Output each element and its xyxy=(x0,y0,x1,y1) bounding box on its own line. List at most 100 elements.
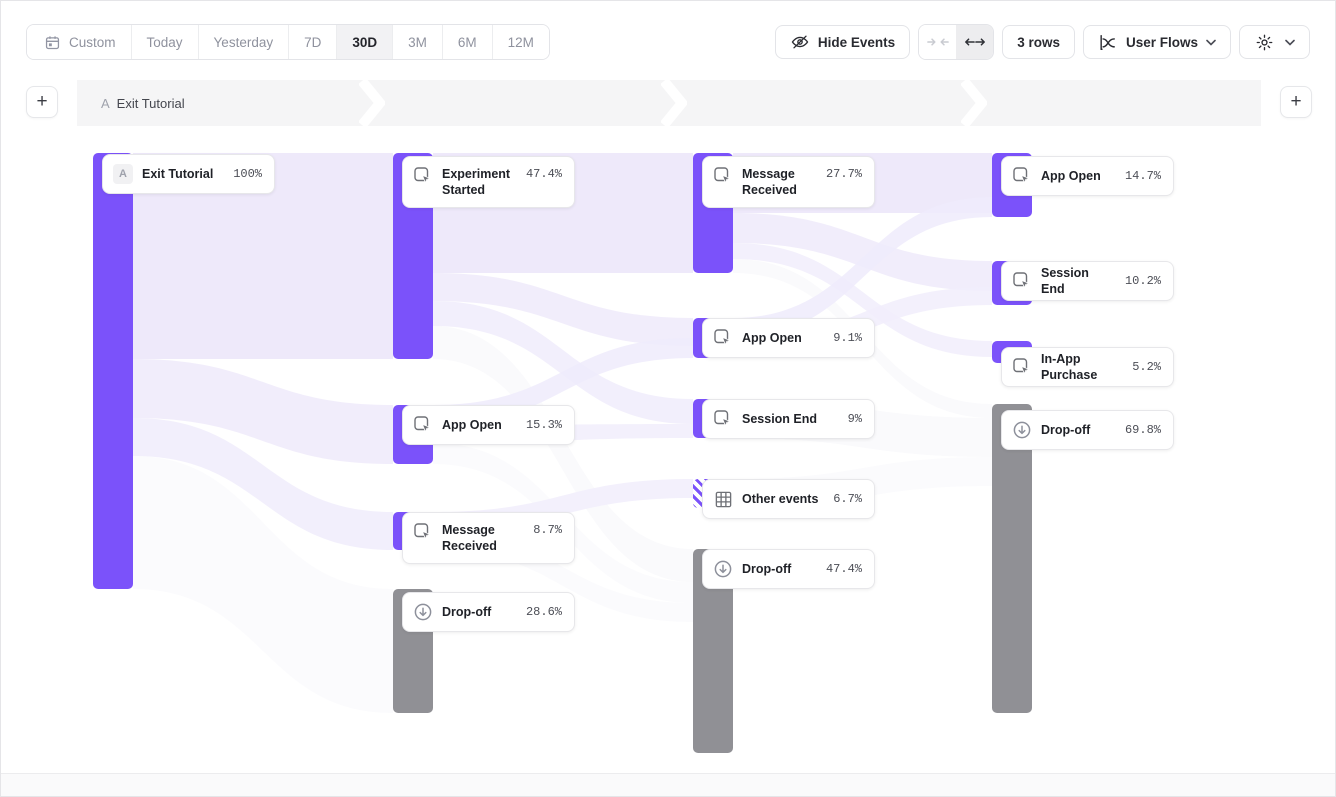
node-label: In-App Purchase xyxy=(1041,352,1098,382)
node-percentage: 47.4% xyxy=(825,562,862,576)
event-icon xyxy=(713,409,733,429)
node-percentage: 100% xyxy=(233,167,262,181)
event-icon xyxy=(413,166,433,186)
node-label: App Open xyxy=(742,331,802,345)
step-prefix: A xyxy=(101,95,110,111)
step-separator-chevron xyxy=(359,80,385,126)
step-separator-chevron xyxy=(661,80,687,126)
expand-columns-button[interactable] xyxy=(956,25,994,59)
add-step-left-button[interactable]: + xyxy=(26,86,58,118)
rows-button[interactable]: 3 rows xyxy=(1002,25,1075,59)
gear-icon xyxy=(1254,32,1274,52)
node-label: Drop-off xyxy=(1041,423,1091,437)
node-percentage: 27.7% xyxy=(825,167,862,181)
node-percentage: 6.7% xyxy=(833,492,862,506)
collapse-columns-button[interactable] xyxy=(919,25,957,59)
node-bar-drop-off-4[interactable] xyxy=(992,404,1032,713)
node-label: App Open xyxy=(442,418,502,432)
step-title: Exit Tutorial xyxy=(116,95,185,111)
date-range-group: Custom Today Yesterday 7D 30D 3M 6M 12M xyxy=(26,24,550,60)
node-percentage: 10.2% xyxy=(1124,274,1161,288)
node-card-app-open-3[interactable]: App Open 9.1% xyxy=(702,318,875,358)
event-icon xyxy=(1012,166,1032,186)
event-icon xyxy=(713,166,733,186)
date-range-12m[interactable]: 12M xyxy=(491,25,549,59)
event-icon xyxy=(413,415,433,435)
node-percentage: 69.8% xyxy=(1124,423,1161,437)
node-percentage: 47.4% xyxy=(525,167,562,181)
view-type-label: User Flows xyxy=(1125,34,1198,50)
node-card-drop-off-3[interactable]: Drop-off 47.4% xyxy=(702,549,875,589)
date-range-30d[interactable]: 30D xyxy=(336,25,393,59)
date-range-today[interactable]: Today xyxy=(130,25,198,59)
hide-events-label: Hide Events xyxy=(817,34,896,50)
node-label: Session End xyxy=(1041,266,1089,296)
arrows-inward-icon xyxy=(926,38,949,46)
settings-dropdown[interactable] xyxy=(1239,25,1310,59)
node-card-app-open-2[interactable]: App Open 15.3% xyxy=(402,405,575,445)
footer-strip xyxy=(1,773,1335,796)
date-range-label: Custom xyxy=(69,34,116,50)
node-percentage: 9% xyxy=(847,412,862,426)
rows-label: 3 rows xyxy=(1017,34,1060,50)
add-step-right-button[interactable]: + xyxy=(1280,86,1312,118)
node-card-app-open-4[interactable]: App Open 14.7% xyxy=(1001,156,1174,196)
node-card-drop-off-4[interactable]: Drop-off 69.8% xyxy=(1001,410,1174,450)
node-percentage: 9.1% xyxy=(833,331,862,345)
node-label: Message Received xyxy=(442,523,497,553)
arrows-outward-icon xyxy=(964,38,985,46)
view-type-dropdown[interactable]: User Flows xyxy=(1082,25,1231,59)
node-card-in-app-purchase-4[interactable]: In-App Purchase 5.2% xyxy=(1001,347,1174,387)
node-card-exit-tutorial[interactable]: A Exit Tutorial 100% xyxy=(102,154,275,194)
date-range-7d[interactable]: 7D xyxy=(288,25,337,59)
node-card-session-end-3[interactable]: Session End 9% xyxy=(702,399,875,439)
event-icon xyxy=(1012,271,1032,291)
toolbar: Custom Today Yesterday 7D 30D 3M 6M 12M … xyxy=(26,24,1310,60)
node-bar-exit-tutorial[interactable] xyxy=(93,153,133,589)
event-icon xyxy=(1012,357,1032,377)
node-label: Experiment Started xyxy=(442,167,511,197)
user-flows-icon xyxy=(1098,32,1118,52)
event-icon xyxy=(413,522,433,542)
chevron-down-icon xyxy=(1285,39,1295,46)
eye-off-icon xyxy=(790,32,810,52)
node-percentage: 8.7% xyxy=(533,523,562,537)
event-badge-a: A xyxy=(113,164,133,184)
event-icon xyxy=(713,328,733,348)
node-label: Other events xyxy=(742,492,819,506)
drop-off-icon xyxy=(1012,420,1032,440)
date-range-3m[interactable]: 3M xyxy=(392,25,442,59)
node-label: Message Received xyxy=(742,167,797,197)
toolbar-right: Hide Events 3 rows xyxy=(774,24,1310,60)
node-label: Drop-off xyxy=(442,605,492,619)
sankey-canvas: A Exit Tutorial 100% Experiment Started … xyxy=(1,126,1336,776)
node-label: App Open xyxy=(1041,169,1101,183)
sankey-ribbons xyxy=(133,153,992,713)
collapse-expand-toggle xyxy=(918,24,995,60)
node-label: Exit Tutorial xyxy=(142,167,214,181)
node-card-session-end-4[interactable]: Session End 10.2% xyxy=(1001,261,1174,301)
node-label: Drop-off xyxy=(742,562,792,576)
drop-off-icon xyxy=(413,602,433,622)
node-percentage: 15.3% xyxy=(525,418,562,432)
date-range-6m[interactable]: 6M xyxy=(441,25,492,59)
grid-icon xyxy=(713,489,733,509)
drop-off-icon xyxy=(713,559,733,579)
node-card-message-received-2[interactable]: Message Received 8.7% xyxy=(402,512,575,564)
node-percentage: 28.6% xyxy=(525,605,562,619)
date-range-yesterday[interactable]: Yesterday xyxy=(197,25,289,59)
step-separator-chevron xyxy=(961,80,987,126)
node-percentage: 5.2% xyxy=(1132,360,1161,374)
steps-header: + A Exit Tutorial + xyxy=(1,80,1335,126)
node-percentage: 14.7% xyxy=(1124,169,1161,183)
steps-band[interactable]: A Exit Tutorial xyxy=(77,80,1261,126)
node-card-drop-off-2[interactable]: Drop-off 28.6% xyxy=(402,592,575,632)
calendar-icon xyxy=(42,32,62,52)
node-card-other-events-3[interactable]: Other events 6.7% xyxy=(702,479,875,519)
step-event-label: A Exit Tutorial xyxy=(101,80,185,126)
node-card-experiment-started[interactable]: Experiment Started 47.4% xyxy=(402,156,575,208)
date-range-custom[interactable]: Custom xyxy=(27,25,131,59)
hide-events-button[interactable]: Hide Events xyxy=(774,25,911,59)
node-card-message-received-3[interactable]: Message Received 27.7% xyxy=(702,156,875,208)
